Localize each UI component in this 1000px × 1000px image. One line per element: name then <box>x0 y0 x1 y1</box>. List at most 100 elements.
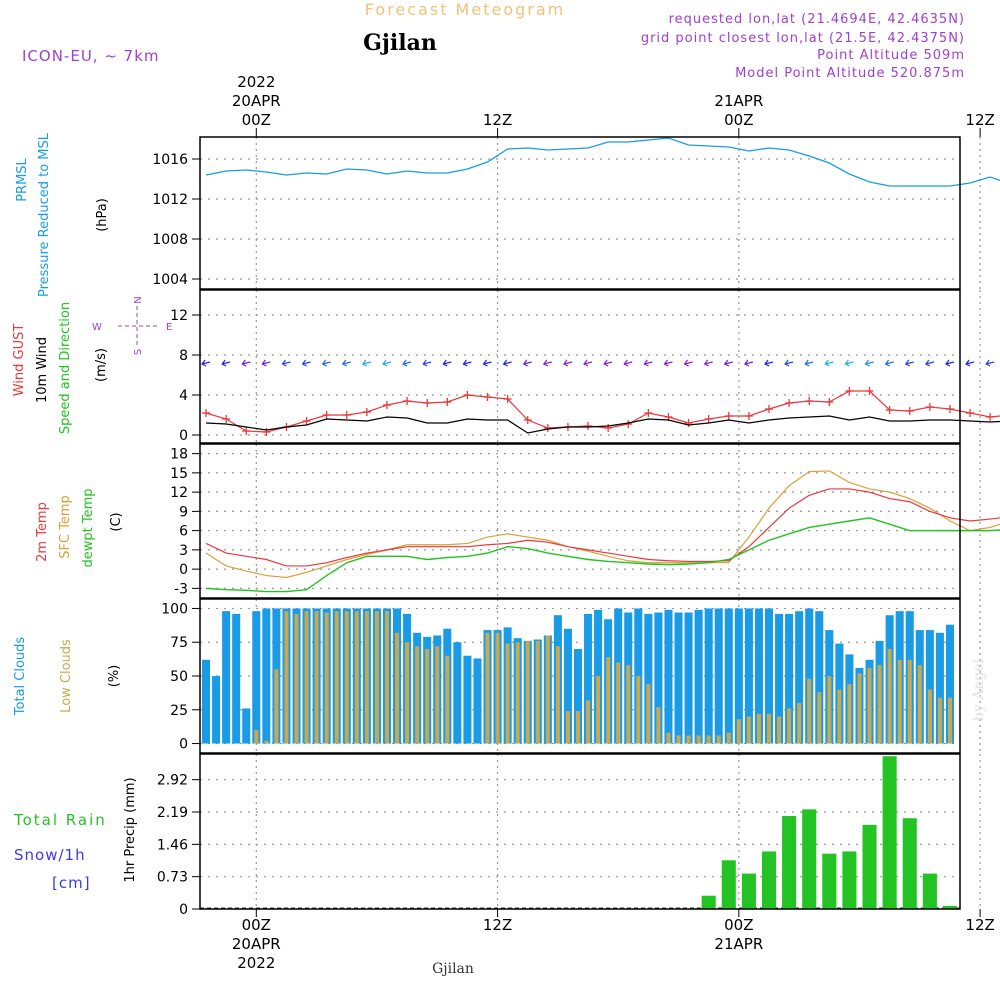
low-cloud-bar <box>596 676 601 744</box>
wind-arrow-shaft <box>724 361 733 365</box>
wind-arrow-shaft <box>402 361 412 365</box>
low-cloud-bar <box>837 689 842 744</box>
compass-n: N <box>133 296 144 303</box>
clouds-frame <box>199 598 961 754</box>
low-cloud-bar <box>364 611 369 744</box>
wind-arrow <box>241 359 251 367</box>
wind-arrow-head <box>945 359 951 367</box>
total-cloud-bar <box>815 611 824 744</box>
low-cloud-bar <box>746 716 751 744</box>
wind-ylabel-direction: Speed and Direction <box>58 302 73 434</box>
wind-arrow-shaft <box>885 361 894 365</box>
wind-arrow-shaft <box>382 361 392 365</box>
low-cloud-bar <box>646 684 651 744</box>
wind-arrow-shaft <box>784 361 794 365</box>
wind-arrow-head <box>583 359 589 367</box>
low-cloud-bar <box>797 703 802 744</box>
bottom-time-axis: 00Z20APR202212Z00Z21APR12Z00Z22APR12Z <box>232 909 995 972</box>
total-cloud-bar <box>734 608 743 744</box>
pressure-series <box>205 137 1000 187</box>
wind-arrow-head <box>241 359 247 367</box>
wind-arrow-shaft <box>604 361 613 365</box>
wind-arrow-shaft <box>744 361 754 365</box>
total-cloud-bar <box>694 609 703 744</box>
wind-arrow <box>402 359 412 367</box>
wind-arrow-shaft <box>221 361 231 365</box>
low-cloud-bar <box>616 662 621 744</box>
compass-s: S <box>133 349 144 355</box>
wind-arrow-head <box>743 359 750 367</box>
total-cloud-bar <box>573 648 583 744</box>
clouds-panel: 0 25 50 75 100 Total Clouds Low Clouds (%) b… <box>13 598 987 754</box>
total-cloud-bar <box>714 608 723 744</box>
wind-arrow-shaft <box>322 361 331 365</box>
low-cloud-bar <box>384 611 389 744</box>
total-cloud-bar <box>584 613 593 744</box>
ytick-label: 50 <box>170 669 188 685</box>
low-cloud-bar <box>324 612 329 744</box>
wind-arrow <box>201 359 211 367</box>
low-cloud-bar <box>726 732 731 744</box>
low-cloud-bar <box>777 716 782 744</box>
low-cloud-bar <box>656 707 661 744</box>
wind-arrow-shaft <box>805 361 814 365</box>
pressure-frame <box>199 136 961 290</box>
wind-arrow-head <box>221 359 227 367</box>
dewpt-line <box>205 517 1000 593</box>
wind-arrow-head <box>804 359 810 367</box>
low-cloud-bar <box>586 700 591 744</box>
low-cloud-bar <box>756 713 761 744</box>
precip-frame <box>199 753 961 910</box>
rain-bar <box>942 905 957 909</box>
low-cloud-bar <box>666 732 671 744</box>
wind-arrow-shaft <box>423 361 432 365</box>
wind-arrow <box>804 359 814 367</box>
wind-arrow <box>945 359 955 367</box>
low-cloud-bar <box>817 692 822 744</box>
low-cloud-bar <box>575 711 580 744</box>
wind-arrow-shaft <box>986 361 995 365</box>
precip-label-rain: Total Rain <box>13 811 107 829</box>
location-title: Gjilan <box>363 30 437 56</box>
top-time-label: 12Z <box>965 111 994 129</box>
wind-arrow-shaft <box>764 361 774 365</box>
low-cloud-bar <box>606 657 611 744</box>
wind-arrow <box>884 359 894 367</box>
ytick-label: 2.19 <box>157 805 188 821</box>
low-cloud-bar <box>917 665 922 744</box>
wind-arrow <box>824 359 834 367</box>
precip-label-cm: [cm] <box>52 874 91 892</box>
wind-arrow-head <box>824 359 830 367</box>
total-cloud-bar <box>925 630 934 744</box>
wind-panel: 0 4 8 12 Wind GUST 10m Wind Speed and Direc… <box>12 289 1000 444</box>
wind-arrow-head <box>462 359 468 367</box>
wind-arrow-head <box>301 359 307 367</box>
top-time-label: 00Z <box>724 111 753 129</box>
low-cloud-bar <box>847 684 852 744</box>
low-cloud-bar <box>535 640 540 744</box>
ytick-label: -3 <box>174 581 188 597</box>
wind-arrow-head <box>382 359 388 367</box>
wind-arrow-head <box>482 359 488 367</box>
total-cloud-bar <box>202 659 211 744</box>
low-cloud-bar <box>395 632 400 744</box>
clouds-unit: (%) <box>107 665 122 688</box>
temp-ylabel-sfc: SFC Temp <box>58 495 73 559</box>
wind-arrow-head <box>261 359 267 367</box>
low-cloud-bar <box>947 697 952 744</box>
temp-ylabel-2m: 2m Temp <box>35 502 50 562</box>
low-cloud-bar <box>505 643 510 744</box>
low-cloud-bar <box>887 648 892 744</box>
low-cloud-bar <box>264 740 269 744</box>
wind-arrow-head <box>402 359 408 367</box>
wind-arrow <box>301 359 311 367</box>
temperature-yticks: -3 0 3 6 9 12 15 18 <box>170 447 200 597</box>
low-cloud-bar <box>877 665 882 744</box>
footer-location: Gjilan <box>432 961 474 977</box>
rain-bar <box>741 873 756 909</box>
wind-arrow <box>904 359 914 367</box>
wind-arrow-shaft <box>242 361 251 365</box>
wind-arrow-shaft <box>563 361 573 365</box>
wind-arrow <box>603 359 613 367</box>
compass-w: W <box>92 322 102 333</box>
